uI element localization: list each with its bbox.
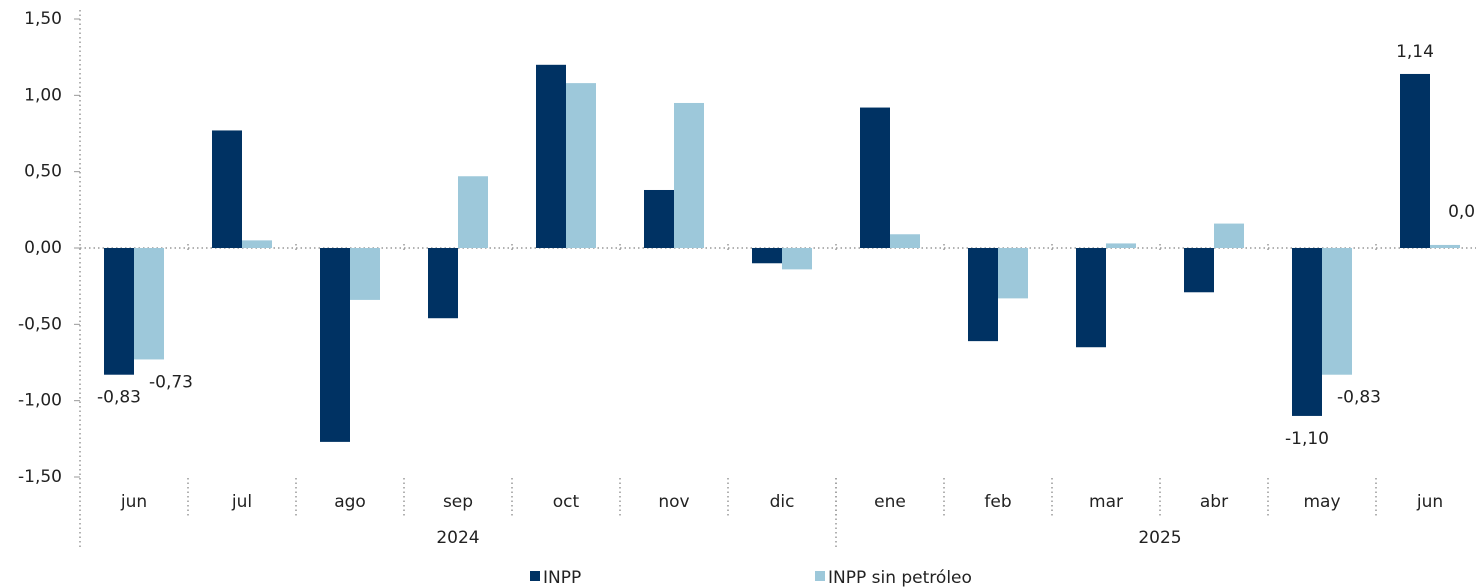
data-label: -0,83 <box>97 388 141 408</box>
bar <box>212 130 242 248</box>
bar <box>1214 223 1244 248</box>
bar <box>242 240 272 248</box>
legend-label: INPP <box>543 568 581 587</box>
x-tick-label: may <box>1303 492 1340 512</box>
x-tick-label: ago <box>334 492 366 512</box>
y-tick-label: -1,00 <box>18 391 62 411</box>
bar <box>566 83 596 249</box>
data-label: -1,10 <box>1285 429 1329 449</box>
x-tick-label: sep <box>443 492 473 512</box>
bar <box>1106 243 1136 248</box>
legend-swatch <box>530 571 540 581</box>
y-tick-label: 1,00 <box>24 85 62 105</box>
bar <box>752 248 782 264</box>
bar <box>890 234 920 248</box>
group-label: 2024 <box>436 528 479 548</box>
bar <box>104 248 134 375</box>
bar <box>644 189 674 248</box>
y-tick-label: 0,00 <box>24 238 62 258</box>
x-tick-label: ene <box>874 492 906 512</box>
bar <box>674 102 704 248</box>
bar <box>428 248 458 319</box>
bar <box>536 64 566 248</box>
bar <box>350 248 380 300</box>
bar <box>1292 248 1322 416</box>
y-tick-label: 1,50 <box>24 9 62 29</box>
x-tick-label: oct <box>553 492 580 512</box>
bar <box>134 248 164 360</box>
x-tick-label: nov <box>658 492 689 512</box>
x-tick-label: dic <box>770 492 795 512</box>
data-label: 1,14 <box>1396 42 1434 62</box>
bar <box>1184 248 1214 293</box>
bar <box>1430 244 1460 248</box>
bar <box>320 248 350 442</box>
bar <box>1322 248 1352 375</box>
y-tick-label: -1,50 <box>18 467 62 487</box>
x-tick-label: feb <box>984 492 1011 512</box>
x-tick-label: mar <box>1089 492 1123 512</box>
bar <box>860 107 890 249</box>
data-label: -0,83 <box>1337 388 1381 408</box>
data-label: 0,02 <box>1448 202 1476 222</box>
bar <box>998 248 1028 299</box>
group-label: 2025 <box>1138 528 1181 548</box>
x-tick-label: abr <box>1200 492 1228 512</box>
bar <box>782 248 812 270</box>
legend-label: INPP sin petróleo <box>828 568 972 587</box>
x-tick-label: jul <box>231 492 252 512</box>
bar <box>458 176 488 248</box>
x-tick-label: jun <box>1416 492 1443 512</box>
y-tick-label: 0,50 <box>24 162 62 182</box>
x-tick-label: jun <box>120 492 147 512</box>
legend-swatch <box>815 571 825 581</box>
data-label: -0,73 <box>149 372 193 392</box>
bar <box>1076 248 1106 348</box>
bar <box>968 248 998 342</box>
y-tick-label: -0,50 <box>18 314 62 334</box>
bar <box>1400 73 1430 249</box>
